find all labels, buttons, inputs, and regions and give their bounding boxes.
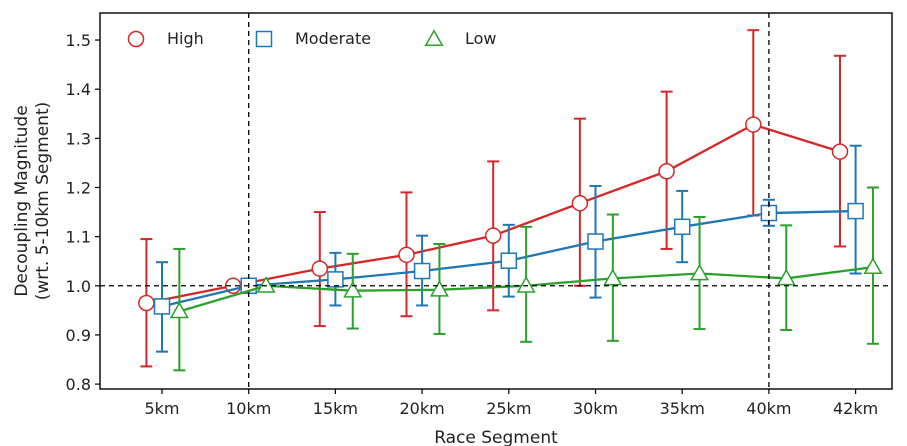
- data-point-high: [571, 194, 589, 212]
- data-point-high: [138, 294, 155, 312]
- data-point-low: [863, 257, 883, 275]
- data-point-low: [429, 279, 449, 297]
- data-point-moderate: [673, 218, 691, 236]
- data-point-high: [398, 246, 415, 264]
- x-tick-label: 30km: [573, 399, 618, 418]
- plot-contents: [138, 29, 883, 372]
- x-axis-label: Race Segment: [434, 428, 558, 446]
- data-point-low: [603, 268, 623, 286]
- legend-marker-low: [424, 29, 444, 46]
- x-tick-label: 20km: [399, 399, 444, 418]
- y-tick-label: 0.8: [66, 375, 91, 394]
- legend-marker-high: [127, 30, 145, 48]
- reference-lines: [100, 13, 892, 389]
- legend-label-moderate: Moderate: [295, 29, 371, 48]
- y-tick-label: 0.9: [66, 326, 91, 345]
- data-point-low: [516, 276, 536, 293]
- y-tick-label: 1.3: [66, 129, 91, 148]
- data-point-moderate: [500, 252, 518, 269]
- data-point-low: [776, 268, 796, 286]
- legend-item-high: High: [127, 29, 204, 48]
- x-tick-label: 10km: [226, 399, 271, 418]
- x-tick-label: 35km: [660, 399, 705, 418]
- y-tick-label: 1.5: [66, 31, 91, 50]
- y-tick-label: 1.1: [66, 228, 91, 247]
- y-axis-label: Decoupling Magnitude (wrt. 5-10km Segmen…: [12, 102, 53, 301]
- data-point-high: [484, 227, 502, 244]
- y-axis-label-line2: (wrt. 5-10km Segment): [33, 102, 53, 301]
- legend-item-low: Low: [424, 29, 497, 48]
- data-point-moderate: [413, 262, 431, 280]
- data-point-high: [311, 260, 329, 277]
- data-point-moderate: [847, 202, 864, 220]
- data-point-low: [689, 263, 710, 281]
- x-tick-label: 40km: [746, 399, 791, 418]
- data-point-moderate: [587, 233, 604, 250]
- legend-label-high: High: [167, 29, 204, 48]
- x-tick-label: 42km: [833, 399, 878, 418]
- data-point-low: [343, 280, 363, 298]
- data-point-low: [169, 301, 189, 319]
- legend: High Moderate Low: [127, 29, 497, 48]
- x-tick-label: 15km: [313, 399, 358, 418]
- y-tick-label: 1.4: [66, 80, 91, 99]
- data-point-moderate: [153, 298, 171, 315]
- data-point-moderate: [327, 271, 344, 288]
- x-tick-label: 25km: [486, 399, 531, 418]
- legend-item-moderate: Moderate: [255, 29, 371, 48]
- x-tick-label: 5km: [144, 399, 179, 418]
- series-high: [138, 29, 849, 368]
- series-moderate: [153, 144, 864, 353]
- y-axis-label-line1: Decoupling Magnitude: [12, 105, 32, 296]
- legend-marker-moderate: [255, 30, 273, 48]
- data-point-low: [256, 276, 276, 293]
- y-tick-label: 1.0: [66, 277, 91, 296]
- plot-frame: [99, 12, 893, 390]
- x-axis: 5km 10km 15km 20km 25km 30km 35km 40km 42km: [144, 389, 878, 418]
- data-point-high: [831, 143, 849, 160]
- y-axis: 0.8 0.9 1.0 1.1 1.2 1.3 1.4 1.5: [66, 31, 100, 394]
- data-point-high: [745, 116, 762, 133]
- y-tick-label: 1.2: [66, 178, 91, 197]
- legend-label-low: Low: [465, 29, 497, 48]
- data-point-high: [658, 163, 675, 180]
